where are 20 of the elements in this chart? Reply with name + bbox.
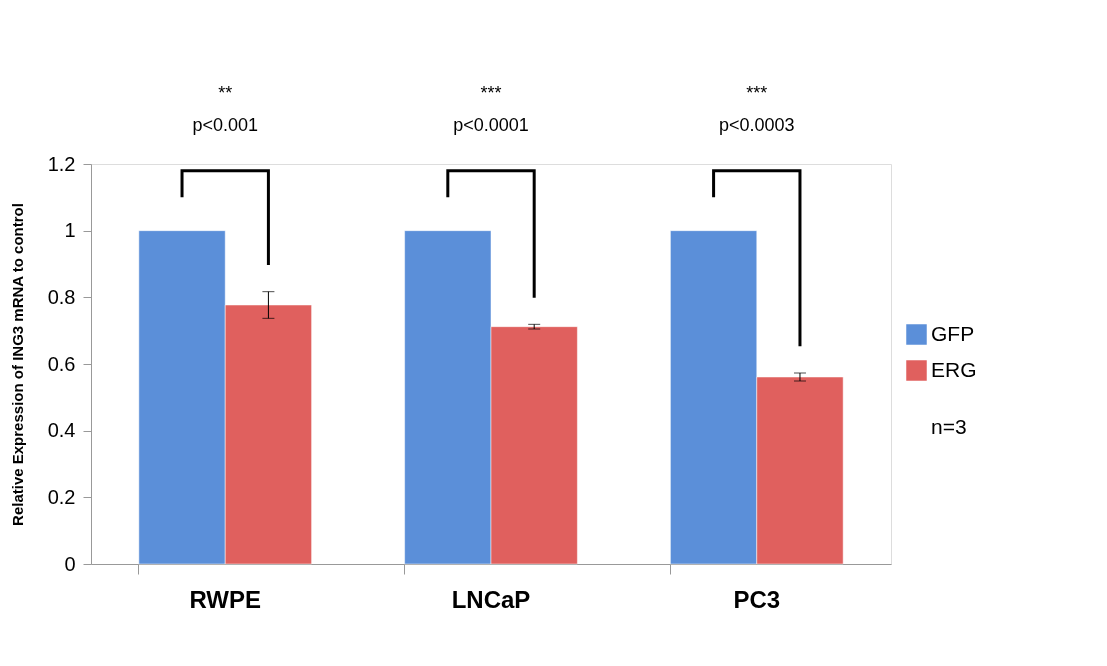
- y-tick-label: 1.2: [47, 152, 76, 175]
- y-tick-label: 1: [64, 219, 76, 242]
- legend-label: GFP: [931, 321, 975, 345]
- y-tick-label: 0: [64, 552, 76, 575]
- text: p<0.0003: [718, 115, 795, 135]
- y-tick-label: 0.4: [47, 419, 76, 442]
- y-tick-label: 0.8: [47, 285, 76, 308]
- x-tick-label: RWPE: [189, 585, 262, 613]
- text: n=3: [931, 415, 967, 438]
- text: ***: [746, 83, 768, 103]
- legend-label: ERG: [931, 357, 977, 381]
- text: ***: [480, 83, 502, 103]
- y-tick-label: 0.6: [47, 352, 76, 375]
- y-axis-title: Relative Expression of ING3 mRNA to control: [8, 203, 26, 526]
- x-tick-label: LNCaP: [451, 585, 531, 613]
- text: **: [218, 83, 233, 103]
- text: p<0.0001: [453, 115, 529, 135]
- y-tick-label: 0.2: [47, 485, 76, 508]
- text: p<0.001: [192, 115, 259, 135]
- x-tick-label: PC3: [733, 585, 781, 613]
